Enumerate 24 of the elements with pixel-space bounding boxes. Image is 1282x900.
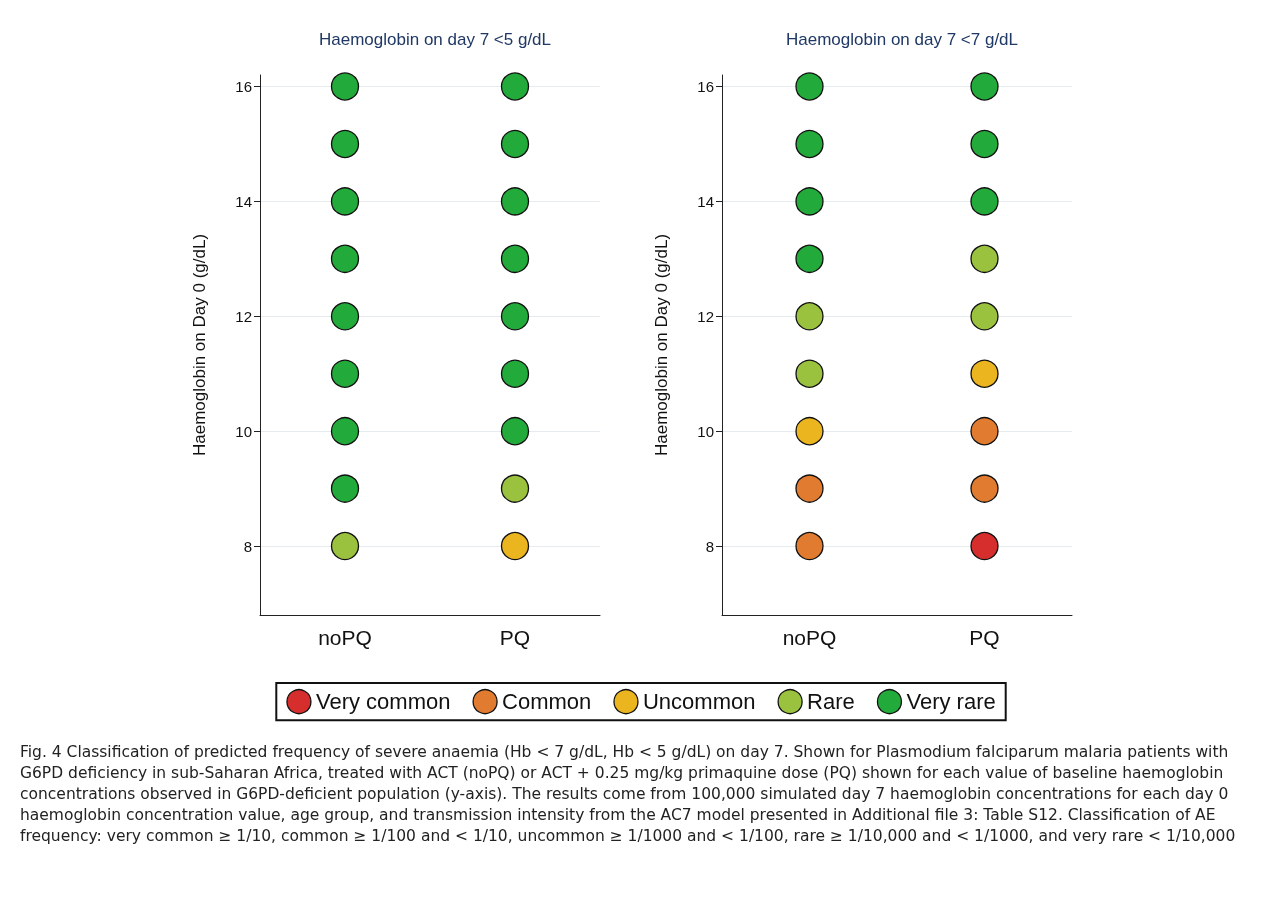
legend-label: Very rare: [906, 689, 996, 715]
x-tick-label: PQ: [969, 626, 1000, 649]
y-tick-label: 16: [235, 77, 252, 95]
legend-label: Very common: [315, 689, 451, 715]
y-axis-title: Haemoglobin on Day 0 (g/dL): [652, 233, 671, 457]
y-tick-label: 14: [697, 192, 714, 210]
chart-title: Haemoglobin on day 7 <5 g/dL: [318, 30, 552, 49]
y-tick-label: 10: [235, 422, 252, 440]
y-tick-label: 8: [243, 537, 252, 555]
y-tick-label: 8: [705, 537, 714, 555]
y-tick-label: 14: [235, 192, 252, 210]
legend-label: Rare: [807, 689, 855, 715]
x-tick-label: PQ: [499, 626, 531, 649]
y-tick-label: 10: [697, 422, 714, 440]
x-tick-label: noPQ: [318, 626, 372, 649]
caption: Fig. 4 Classification of predicted frequency of severe anaemia (Hb < 7 g/dL, Hb < 5 g/dL) on day 7. Shown for Plasmodium falciparum malaria patients with G6PD deficiency in sub-Saharan Africa, treated with ACT (noPQ) or ACT + 0.25 mg/kg primaquine dose (PQ) shown for each value of baseline haemoglobin concentrations observed in G6PD-deficient population (y-axis). The results come from 100,000 simulated day 7 haemoglobin concentrations for each day 0 haemoglobin concentration value, age group, and transmission intensity from the AC7 model presented in Additional file 3: Table S12. Classification of AE frequency: very common ≥ 1/10, common ≥ 1/100 and < 1/10, uncommon ≥ 1/1000 and < 1/100, rare ≥ 1/10,000 and < 1/1000, and very rare < 1/10,000: [20, 742, 1237, 847]
y-tick-label: 12: [235, 307, 252, 325]
legend-label: Common: [502, 689, 592, 715]
y-axis-title: Haemoglobin on Day 0 (g/dL): [190, 233, 209, 457]
x-tick-label: noPQ: [782, 626, 837, 649]
legend-label: Uncommon: [642, 689, 756, 715]
chart-title: Haemoglobin on day 7 <7 g/dL: [785, 30, 1019, 49]
y-tick-label: 12: [697, 307, 714, 325]
y-tick-label: 16: [697, 77, 714, 95]
